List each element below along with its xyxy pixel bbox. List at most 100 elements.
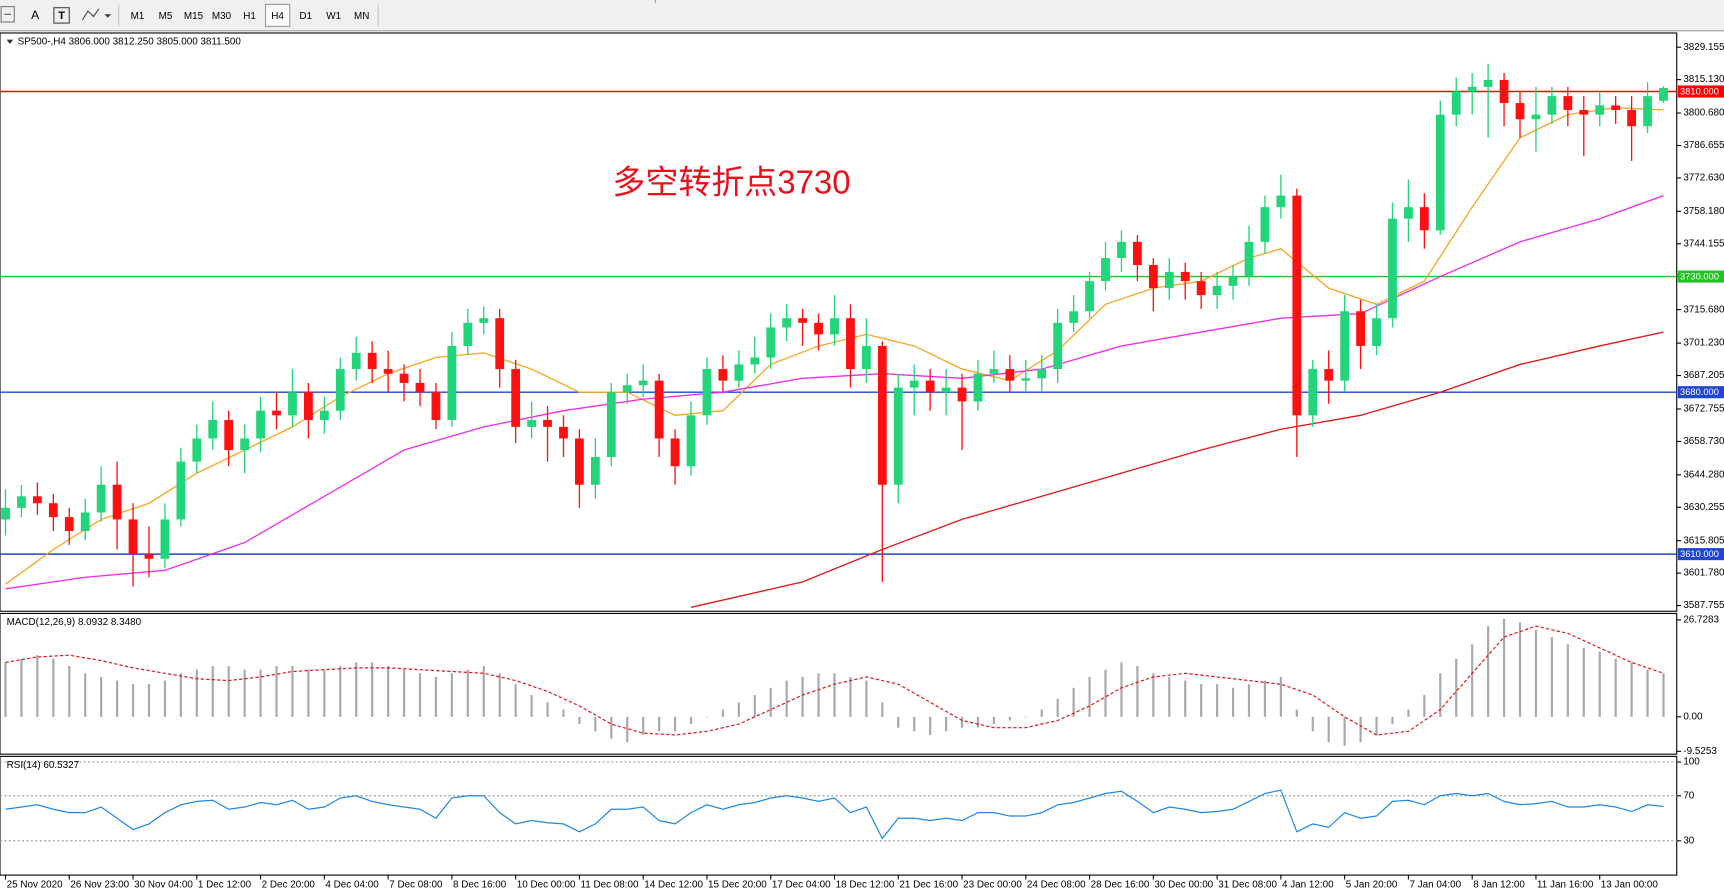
candle-body	[1627, 110, 1637, 127]
candle-body	[1228, 276, 1238, 286]
macd-bar	[1200, 684, 1203, 717]
y-tick-label: 0.00	[1683, 711, 1703, 722]
candle-body	[1467, 86, 1477, 92]
timeframe-button[interactable]: H4	[271, 11, 284, 22]
y-tick-label: 3800.680	[1683, 108, 1724, 119]
x-tick-label: 25 Nov 2020	[7, 880, 64, 891]
macd-bar	[387, 666, 390, 717]
price-level-tag	[1677, 386, 1724, 399]
y-tick-label: 30	[1683, 835, 1694, 846]
macd-bar	[737, 702, 740, 717]
candle-body	[144, 554, 154, 559]
candle-body	[590, 456, 600, 485]
candle-body	[1611, 105, 1621, 111]
timeframe-button[interactable]: M30	[212, 11, 232, 22]
candle-body	[1435, 114, 1445, 231]
candle-body	[463, 322, 473, 346]
macd-bar	[418, 673, 422, 717]
candle-body	[256, 410, 265, 439]
candle-body	[1069, 311, 1079, 323]
shapes-tool[interactable]	[81, 8, 100, 21]
macd-bar	[530, 695, 533, 717]
timeframe-button[interactable]: MN	[354, 11, 369, 22]
macd-bar	[1407, 709, 1410, 717]
macd-bar	[817, 673, 820, 717]
candle-body	[718, 369, 728, 381]
macd-bar	[307, 669, 310, 717]
timeframe-button[interactable]: W1	[326, 11, 341, 22]
y-tick-label: 3644.280	[1683, 469, 1724, 480]
text-tool[interactable]: A	[31, 8, 40, 22]
candle-body	[925, 380, 935, 393]
y-tick-label: 100	[1683, 757, 1700, 768]
candle-body	[1372, 318, 1381, 346]
timeframe-button[interactable]: D1	[299, 11, 312, 22]
timeframe-button[interactable]: M15	[184, 11, 204, 22]
timeframe-button[interactable]: M5	[159, 11, 173, 22]
label-tool[interactable]	[53, 7, 70, 24]
annotation: 多空转折点3730	[612, 163, 850, 200]
rsi-line	[5, 789, 1664, 840]
candle-body	[1148, 264, 1158, 289]
macd-bar	[1231, 687, 1235, 717]
timeframe-button[interactable]: H1	[243, 11, 256, 22]
candle-body	[846, 318, 855, 370]
candle-body	[1595, 105, 1605, 115]
candle-body	[415, 382, 425, 393]
macd-bar	[434, 676, 438, 717]
y-tick-label: 3715.680	[1683, 304, 1724, 315]
candle-body	[479, 318, 489, 323]
cursor-tool[interactable]	[0, 6, 15, 23]
macd-signal	[5, 625, 1664, 736]
price-level-label: 3810.000	[1680, 87, 1719, 97]
macd-bar	[849, 676, 852, 717]
macd-bar	[179, 673, 182, 717]
y-tick-label: -9.5253	[1683, 746, 1717, 757]
candle-body	[1643, 96, 1652, 127]
label-tool-icon: T	[58, 10, 65, 22]
macd-bar	[1502, 618, 1506, 717]
candle-body	[1101, 258, 1110, 282]
candle-body	[319, 410, 329, 420]
macd-bar	[610, 716, 613, 739]
candle-body	[192, 438, 202, 462]
macd-bar	[1120, 662, 1123, 717]
dropdown-arrow[interactable]	[104, 14, 112, 18]
macd-bar	[1152, 673, 1155, 717]
macd-bar	[84, 673, 87, 717]
price-level-tag	[1677, 548, 1724, 561]
y-tick-label: 3687.205	[1683, 370, 1724, 381]
candle-body	[893, 387, 903, 485]
candle-body	[128, 519, 138, 555]
candle-body	[1021, 378, 1031, 381]
candle-body	[1324, 369, 1334, 381]
candle-body	[240, 438, 250, 451]
candle-body	[1053, 322, 1063, 370]
macd-bar	[36, 655, 39, 717]
macd-bar	[195, 669, 198, 717]
y-tick-label: 3786.655	[1683, 140, 1724, 151]
candle-body	[304, 392, 313, 420]
macd-bar	[1056, 698, 1059, 717]
macd-bar	[992, 716, 996, 725]
macd-bar	[801, 676, 804, 717]
y-tick-label: 70	[1683, 790, 1694, 801]
candle-body	[112, 484, 122, 520]
y-tick-label: 3615.805	[1683, 535, 1724, 546]
candle-body	[861, 345, 871, 370]
x-tick-label: 7 Jan 04:00	[1410, 880, 1462, 891]
candle-body	[1483, 79, 1493, 87]
macd-bar	[339, 666, 342, 717]
macd-bar	[115, 680, 119, 717]
toolbar-bg	[0, 0, 1724, 31]
macd-bar	[689, 716, 693, 725]
macd-bar	[259, 669, 262, 717]
price-level-tag	[1677, 85, 1724, 98]
candle-body	[654, 380, 664, 439]
price-level-label: 3610.000	[1680, 549, 1719, 559]
macd-bar	[402, 669, 406, 717]
candle-body	[399, 373, 409, 383]
timeframe-button[interactable]: M1	[131, 11, 145, 22]
indicator-title: RSI(14) 60.5327	[7, 760, 79, 771]
candle-body	[941, 387, 951, 393]
